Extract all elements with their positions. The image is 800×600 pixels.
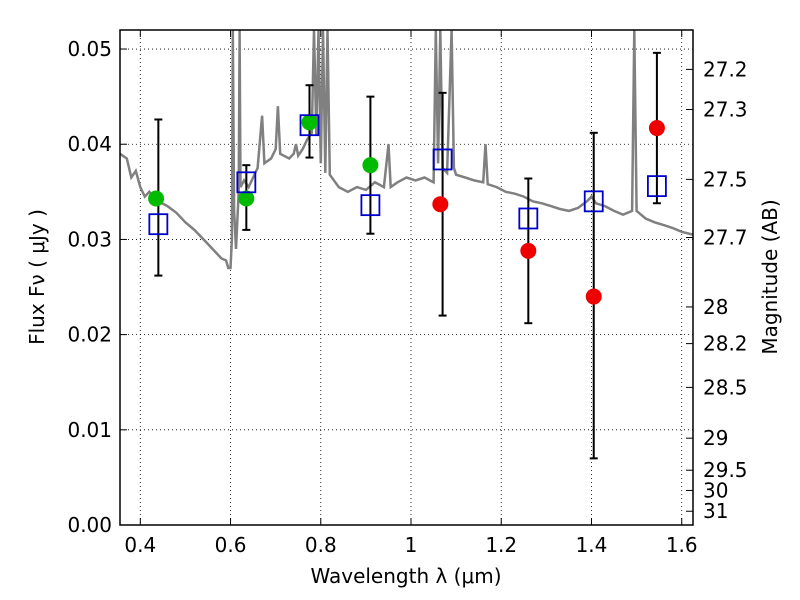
plot-frame bbox=[119, 29, 694, 526]
y-tick-label: 0.03 bbox=[67, 227, 112, 251]
y-axis-label: Flux Fν ( μJy ) bbox=[25, 209, 49, 345]
y-tick-label: 0.05 bbox=[67, 37, 112, 61]
data-point-square bbox=[360, 194, 381, 217]
x-tick-label: 1.2 bbox=[485, 533, 517, 557]
data-point-circle bbox=[148, 190, 165, 207]
y2-tick-label: 30 bbox=[703, 478, 728, 502]
data-point-square bbox=[583, 190, 604, 213]
x-tick-label: 1.6 bbox=[666, 533, 698, 557]
y2-tick-label: 27.2 bbox=[703, 57, 748, 81]
data-point-square bbox=[647, 175, 667, 198]
data-point-square bbox=[518, 207, 539, 230]
data-point-circle bbox=[585, 288, 602, 305]
y2-tick-label: 28.2 bbox=[703, 332, 748, 356]
x-tick-label: 0.6 bbox=[215, 533, 247, 557]
x-axis: 0.4 0.6 0.8 1 1.2 1.4 1.6 bbox=[124, 30, 698, 557]
data-point-circle bbox=[648, 120, 665, 137]
y2-tick-label: 27.5 bbox=[703, 167, 748, 191]
data-point-square bbox=[299, 114, 320, 137]
y2-tick-label: 31 bbox=[703, 499, 728, 523]
data-point-square bbox=[148, 213, 169, 236]
data-point-square bbox=[432, 148, 453, 171]
y-axis: 0.00 0.01 0.02 0.03 0.04 0.05 bbox=[67, 37, 127, 537]
data-point-circle bbox=[362, 157, 379, 174]
y2-tick-label: 29.5 bbox=[703, 458, 748, 482]
y2-tick-label: 28 bbox=[703, 295, 728, 319]
y2-tick-label: 29 bbox=[703, 426, 728, 450]
data-point-circle bbox=[432, 196, 449, 213]
y-tick-label: 0.04 bbox=[67, 132, 112, 156]
x-tick-label: 0.4 bbox=[124, 533, 156, 557]
y-tick-label: 0.02 bbox=[67, 323, 112, 347]
y-tick-label: 0.01 bbox=[67, 418, 112, 442]
x-axis-label: Wavelength λ (μm) bbox=[310, 564, 501, 588]
y2-tick-label: 27.7 bbox=[703, 226, 748, 250]
x-tick-label: 0.8 bbox=[305, 533, 337, 557]
x-tick-label: 1 bbox=[405, 533, 418, 557]
data-point-circle bbox=[520, 242, 537, 259]
data-point-square bbox=[236, 171, 257, 194]
model-spectrum-line bbox=[120, 30, 693, 270]
series-layer bbox=[120, 30, 693, 460]
y2-axis-label: Magnitude (AB) bbox=[758, 199, 782, 354]
x-tick-label: 1.4 bbox=[576, 533, 608, 557]
y-tick-label: 0.00 bbox=[67, 513, 112, 537]
y2-tick-label: 28.5 bbox=[703, 375, 748, 399]
data-point-circle bbox=[301, 114, 318, 131]
data-point-circle bbox=[238, 190, 255, 207]
gridlines bbox=[120, 30, 693, 526]
y2-tick-label: 27.3 bbox=[703, 97, 748, 121]
